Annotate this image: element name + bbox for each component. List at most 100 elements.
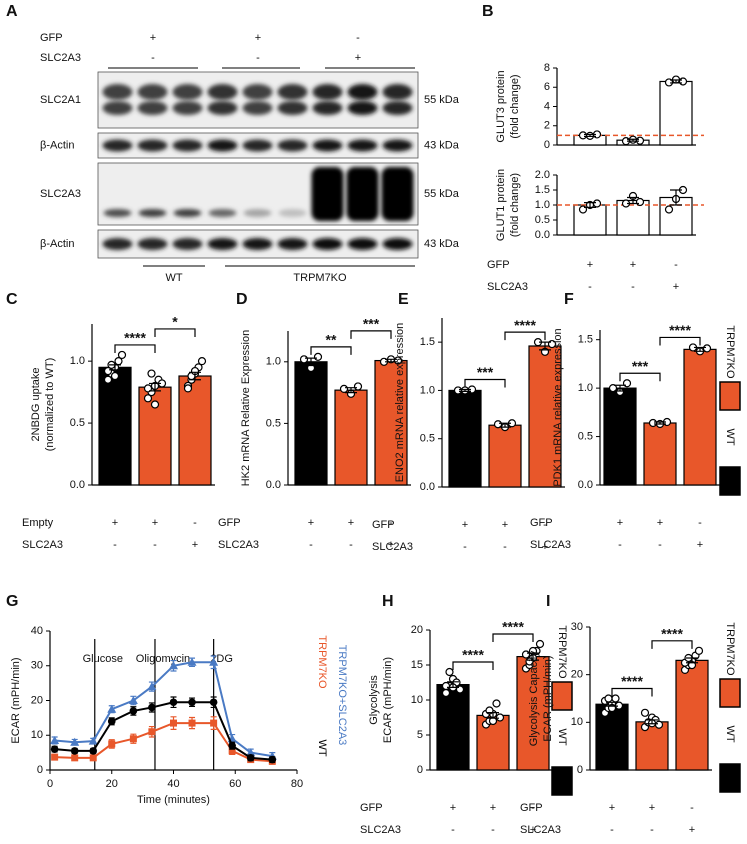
significance-label: ***	[477, 364, 494, 380]
marker	[187, 657, 197, 666]
condition-sign: +	[308, 517, 314, 529]
y-tick-label: 10	[411, 694, 423, 706]
marker	[89, 747, 98, 755]
error-bar	[447, 681, 459, 688]
condition-sign: +	[450, 802, 456, 814]
condition-label: GFP	[360, 802, 383, 814]
condition-label: SLC2A3	[487, 281, 528, 293]
data-point	[353, 382, 363, 391]
condition-sign: -	[503, 541, 507, 553]
blot-band	[382, 238, 413, 250]
marker	[70, 737, 80, 746]
data-point	[445, 667, 454, 677]
marker	[188, 698, 196, 707]
error-bar	[189, 371, 201, 381]
y-tick-label: 30	[31, 660, 43, 672]
blot-band	[382, 139, 413, 152]
condition-label: GFP	[487, 259, 510, 271]
error-bar	[627, 196, 639, 205]
y-axis-label: Glycolysis Capacity	[528, 650, 540, 746]
y-axis-label: HK2 mRNA Relative Expression	[240, 330, 252, 487]
bar	[675, 659, 709, 771]
condition-sign: -	[674, 259, 678, 271]
condition-label: GFP	[372, 519, 395, 531]
condition-label: SLC2A3	[360, 824, 401, 836]
panel-label: D	[236, 291, 248, 308]
data-point	[640, 708, 650, 717]
y-tick-label: 1.0	[420, 384, 435, 396]
y-tick-label: 0.0	[535, 229, 550, 241]
condition-sign: -	[193, 517, 197, 529]
blot-band	[347, 238, 378, 250]
condition-sign: +	[502, 519, 508, 531]
condition-sign: +	[617, 517, 623, 529]
marker	[129, 707, 138, 715]
condition-sign: +	[657, 517, 663, 529]
data-point	[493, 420, 503, 429]
blot-band	[347, 84, 378, 100]
condition-sign: -	[610, 824, 614, 836]
y-tick-label: 1.0	[535, 199, 550, 211]
data-point	[150, 400, 160, 409]
y-tick-label: 1.5	[578, 334, 593, 346]
y-tick-label: 0.5	[578, 430, 593, 442]
significance-label: **	[326, 332, 337, 348]
condition-sign: +	[697, 539, 703, 551]
marker	[169, 698, 178, 707]
y-axis-label: ENO2 mRNA relative expression	[394, 323, 406, 483]
panel-label: A	[6, 3, 18, 20]
marker	[128, 696, 138, 704]
marker	[51, 753, 59, 761]
bar	[334, 389, 368, 486]
data-point	[648, 418, 658, 428]
bar	[635, 721, 669, 771]
y-axis-label: ECAR (mPH/min)	[382, 657, 394, 743]
marker	[170, 719, 177, 727]
condition-sign: -	[698, 517, 702, 529]
blot-band	[312, 101, 343, 115]
blot-band	[346, 167, 379, 221]
event-label: Oligomycin	[136, 653, 190, 665]
bar	[294, 361, 328, 486]
data-point	[143, 384, 153, 393]
significance-label: ****	[462, 647, 484, 663]
significance-label: ****	[621, 673, 643, 689]
condition-sign: +	[609, 802, 615, 814]
blot-row-label: SLC2A3	[40, 188, 81, 200]
blot-band	[347, 139, 378, 152]
marker	[169, 661, 178, 670]
blot-size-label: 43 kDa	[424, 139, 460, 151]
significance-bracket	[619, 372, 661, 382]
panel-label: G	[6, 593, 18, 610]
blot-band	[102, 101, 133, 115]
significance-label: ****	[514, 317, 536, 333]
significance-label: ****	[669, 322, 691, 338]
marker	[210, 719, 218, 727]
error-bar	[686, 657, 698, 664]
treatment-sign: -	[356, 32, 360, 44]
bar	[178, 375, 212, 486]
bar	[616, 199, 650, 236]
treatment-label: SLC2A3	[40, 52, 81, 64]
data-point	[441, 681, 451, 691]
legend-swatch	[719, 466, 741, 496]
marker	[209, 657, 219, 666]
marker	[228, 741, 236, 750]
treatment-sign: +	[355, 52, 361, 64]
condition-sign: +	[348, 517, 354, 529]
marker	[50, 745, 59, 753]
significance-bracket	[154, 328, 196, 337]
blot-band	[102, 139, 133, 152]
x-tick-label: 60	[229, 778, 241, 790]
legend-swatch	[551, 766, 573, 796]
marker	[88, 736, 98, 745]
condition-sign: -	[618, 539, 622, 551]
y-axis-label: (fold change)	[509, 173, 521, 237]
data-point	[110, 371, 120, 381]
y-tick-label: 1.0	[70, 355, 85, 367]
y-axis-label: GLUT1 protein	[495, 169, 507, 241]
marker	[268, 755, 277, 764]
significance-bracket	[651, 640, 693, 649]
data-point	[535, 639, 545, 649]
